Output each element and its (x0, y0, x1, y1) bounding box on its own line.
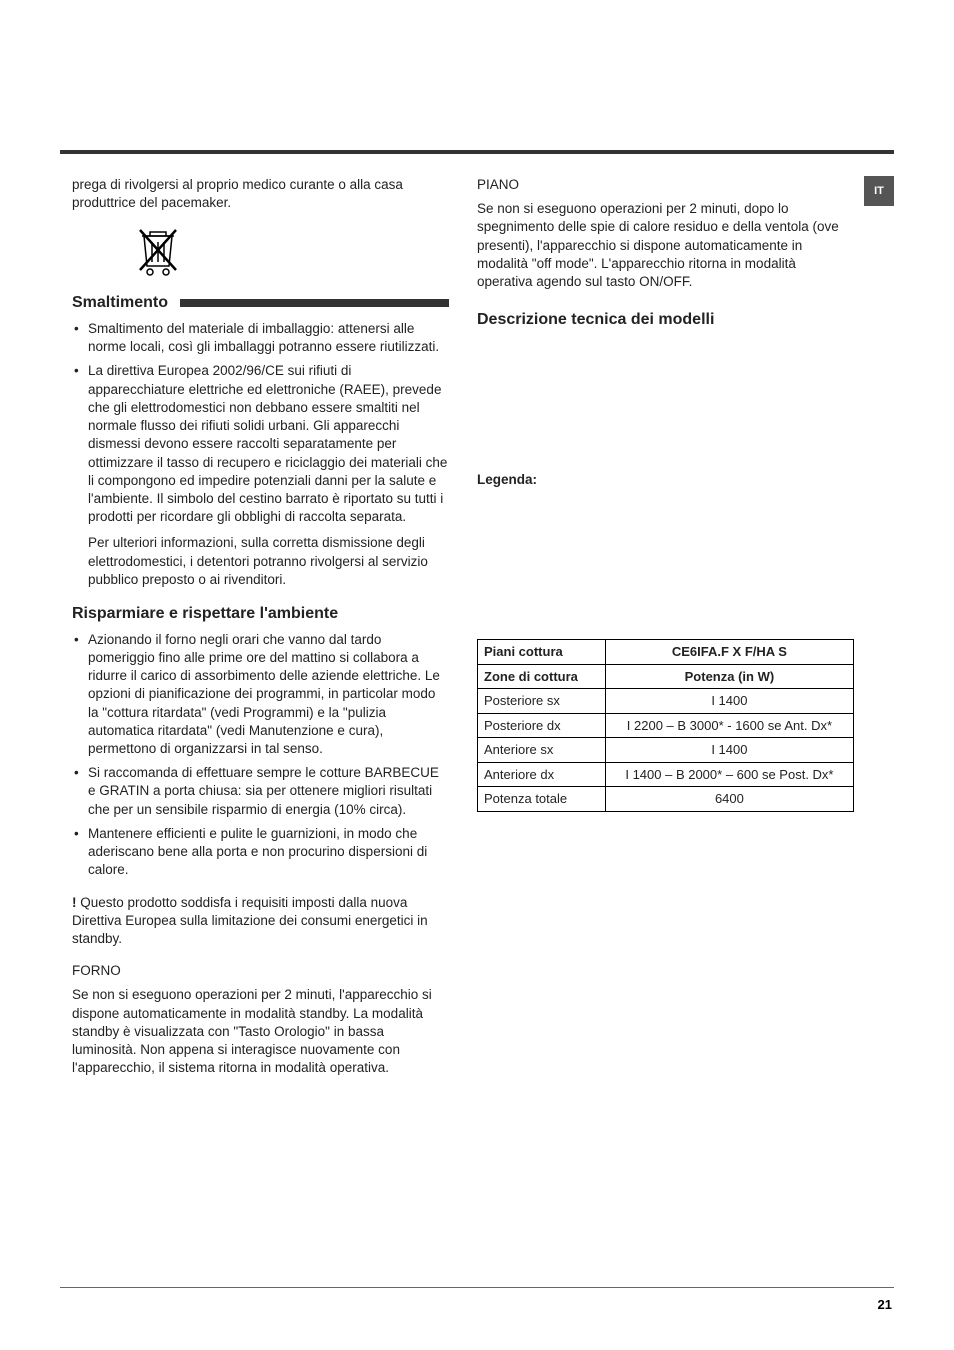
td: Potenza totale (478, 787, 606, 812)
table-row: Posteriore sx I 1400 (478, 689, 854, 714)
warning-paragraph: ! Questo prodotto soddisfa i requisiti i… (72, 894, 449, 949)
risparmiare-list: Azionando il forno negli orari che vanno… (72, 631, 449, 880)
legenda-label: Legenda: (477, 471, 854, 489)
td: 6400 (605, 787, 853, 812)
piano-label: PIANO (477, 176, 854, 194)
page-number: 21 (878, 1297, 892, 1312)
th: Zone di cottura (478, 664, 606, 689)
descrizione-heading: Descrizione tecnica dei modelli (477, 309, 854, 331)
smaltimento-extra: Per ulteriori informazioni, sulla corret… (72, 534, 449, 589)
page-content: prega di rivolgersi al proprio medico cu… (72, 176, 854, 1084)
th: Potenza (in W) (605, 664, 853, 689)
table-row: Zone di cottura Potenza (in W) (478, 664, 854, 689)
table-row: Potenza totale 6400 (478, 787, 854, 812)
list-item: Smaltimento del materiale di imballaggio… (72, 320, 449, 356)
smaltimento-list: Smaltimento del materiale di imballaggio… (72, 320, 449, 526)
header-rule (60, 150, 894, 154)
left-column: prega di rivolgersi al proprio medico cu… (72, 176, 449, 1084)
td: I 1400 (605, 738, 853, 763)
heading-text: Smaltimento (72, 292, 168, 314)
weee-bin-icon (134, 222, 182, 278)
td: Anteriore sx (478, 738, 606, 763)
table-row: Anteriore dx I 1400 – B 2000* – 600 se P… (478, 762, 854, 787)
warning-text: Questo prodotto soddisfa i requisiti imp… (72, 895, 428, 946)
td: Anteriore dx (478, 762, 606, 787)
risparmiare-heading: Risparmiare e rispettare l'ambiente (72, 603, 449, 625)
th: CE6IFA.F X F/HA S (605, 640, 853, 665)
table-row: Posteriore dx I 2200 – B 3000* - 1600 se… (478, 713, 854, 738)
td: I 1400 – B 2000* – 600 se Post. Dx* (605, 762, 853, 787)
heading-rule (180, 299, 449, 307)
list-item: Mantenere efficienti e pulite le guarniz… (72, 825, 449, 880)
forno-text: Se non si eseguono operazioni per 2 minu… (72, 986, 449, 1077)
list-item: Azionando il forno negli orari che vanno… (72, 631, 449, 759)
piano-text: Se non si eseguono operazioni per 2 minu… (477, 200, 854, 291)
th: Piani cottura (478, 640, 606, 665)
text-ref: vedi Manutenzione e cura (220, 723, 375, 738)
table-row: Anteriore sx I 1400 (478, 738, 854, 763)
spec-table: Piani cottura CE6IFA.F X F/HA S Zone di … (477, 639, 854, 812)
footer-rule (60, 1287, 894, 1288)
right-column: PIANO Se non si eseguono operazioni per … (477, 176, 854, 1084)
td: I 2200 – B 3000* - 1600 se Ant. Dx* (605, 713, 853, 738)
list-item: Si raccomanda di effettuare sempre le co… (72, 764, 449, 819)
smaltimento-heading: Smaltimento (72, 292, 449, 314)
text-ref: vedi Programmi (215, 705, 310, 720)
td: Posteriore dx (478, 713, 606, 738)
language-tab: IT (864, 176, 894, 206)
table-row: Piani cottura CE6IFA.F X F/HA S (478, 640, 854, 665)
td: I 1400 (605, 689, 853, 714)
td: Posteriore sx (478, 689, 606, 714)
forno-label: FORNO (72, 962, 449, 980)
intro-text: prega di rivolgersi al proprio medico cu… (72, 176, 449, 212)
list-item: La direttiva Europea 2002/96/CE sui rifi… (72, 362, 449, 526)
